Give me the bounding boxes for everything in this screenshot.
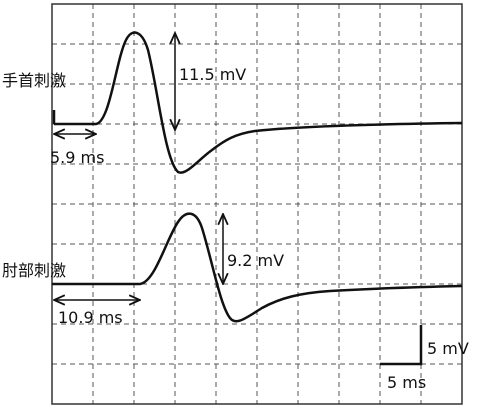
amplitude-label: 9.2 mV [227,251,284,270]
latency-label: 10.9 ms [58,308,123,327]
elbow-waveform [52,212,463,323]
scale-label: 5 ms [387,373,426,392]
scale-label: 5 mV [427,339,469,358]
trace-label: 肘部刺激 [2,261,66,280]
scale-bar [380,325,423,366]
frame [51,3,463,405]
trace-label: 手首刺激 [2,71,66,90]
amplitude-label: 11.5 mV [179,65,246,84]
wrist-waveform [52,31,463,174]
grid [52,4,462,404]
latency-label: 5.9 ms [50,148,104,167]
